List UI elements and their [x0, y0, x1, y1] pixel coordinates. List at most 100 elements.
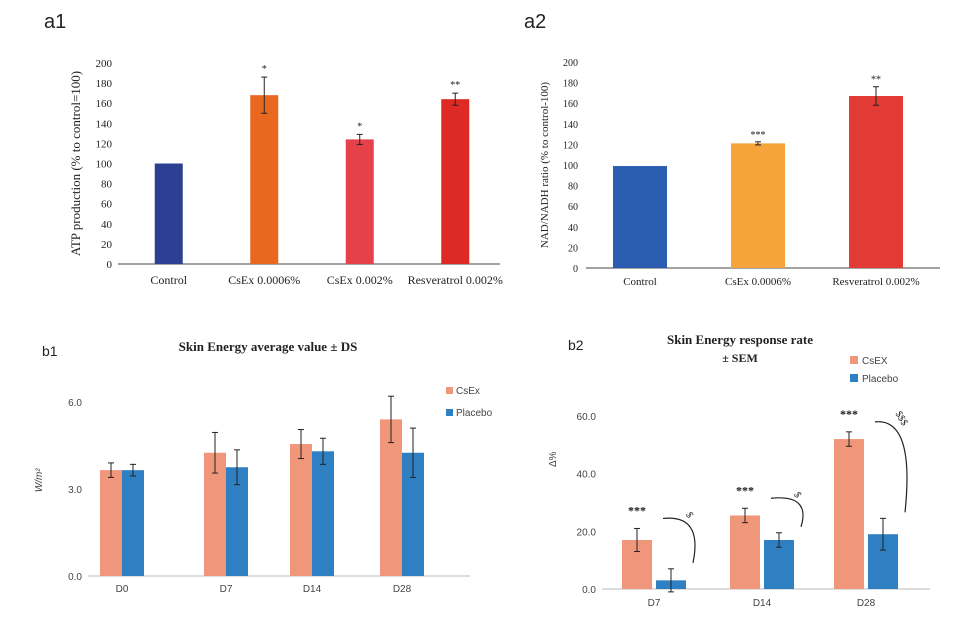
x-tick-label: CsEx 0.002%	[327, 273, 393, 287]
significance-bracket	[662, 517, 696, 563]
significance-label: ***	[840, 407, 858, 421]
x-tick-label: CsEx 0.0006%	[725, 276, 791, 288]
y-tick-label: 100	[563, 161, 578, 172]
bracket-label: $	[791, 490, 803, 500]
y-tick-label: 0	[107, 259, 113, 271]
y-tick-label: 80	[101, 179, 113, 191]
panel-label-a2: a2	[524, 11, 546, 33]
y-tick-label: 140	[563, 120, 578, 131]
y-tick-label: 180	[96, 78, 113, 90]
bar	[154, 163, 183, 264]
bar-placebo	[226, 467, 248, 576]
y-tick-label: 6.0	[68, 398, 82, 409]
y-tick-label: 60.0	[577, 412, 597, 423]
x-tick-label: D28	[393, 584, 412, 595]
bar-csex	[834, 439, 864, 589]
significance-label: ***	[751, 130, 766, 141]
chart-a2: 0 20 40 60 80 100 120 140 160 180 200 NAD/NADH rati…	[539, 58, 940, 288]
legend-swatch	[850, 374, 858, 382]
y-tick-label: 0.0	[582, 585, 596, 596]
x-tick-label: D7	[220, 584, 233, 595]
bar-csex	[380, 419, 402, 576]
panel-label-b1: b1	[42, 343, 58, 359]
y-tick-label: 100	[96, 159, 113, 171]
y-tick-label: 160	[563, 99, 578, 110]
legend-label: Placebo	[862, 374, 899, 385]
bar-csex	[290, 444, 312, 576]
x-tick-label: Resveratrol 0.002%	[832, 276, 919, 288]
chart-a1: 0 20 40 60 80 100 120 140 160 180 200 ATP productio…	[68, 58, 503, 287]
significance-label: ***	[628, 503, 646, 517]
bar-placebo	[764, 539, 794, 589]
legend-swatch	[446, 409, 453, 416]
significance-label: *	[262, 64, 267, 75]
chart-subtitle: ± SEM	[722, 351, 758, 365]
x-tick-label: D0	[116, 584, 129, 595]
y-tick-label: 140	[96, 118, 113, 130]
bar-csex	[730, 515, 760, 589]
y-tick-label: 60	[101, 199, 113, 211]
bar-placebo	[122, 470, 144, 576]
bar-csex	[204, 452, 226, 576]
panel-label-b2: b2	[568, 337, 584, 353]
x-tick-label: Resveratrol 0.002%	[408, 273, 503, 287]
y-tick-label: 40	[568, 223, 578, 234]
y-axis-label: NAD/NADH ratio (% to control-100)	[539, 82, 551, 249]
y-tick-label: 200	[563, 58, 578, 69]
x-tick-label: D14	[753, 598, 772, 609]
bar	[345, 139, 374, 264]
y-tick-label: 120	[96, 138, 113, 150]
bar-placebo	[402, 452, 424, 576]
y-tick-label: 0	[573, 264, 578, 275]
significance-label: *	[357, 121, 362, 132]
bar-placebo	[312, 451, 334, 576]
chart-b1: Skin Energy average value ± DS 0.0 3.0 6.0 W…	[34, 339, 493, 595]
y-tick-label: 0.0	[68, 572, 82, 583]
bar	[731, 143, 785, 268]
significance-label: **	[450, 80, 460, 91]
y-tick-label: 20	[568, 243, 578, 254]
y-tick-label: 40.0	[577, 470, 597, 481]
chart-b2: Skin Energy response rate ± SEM 0.0 20.0 40.…	[548, 332, 930, 609]
panel-label-a1: a1	[44, 11, 66, 33]
y-tick-label: 80	[568, 182, 578, 193]
y-tick-label: 3.0	[68, 485, 82, 496]
significance-bracket	[874, 421, 908, 513]
y-tick-label: 20.0	[577, 527, 597, 538]
x-tick-label: CsEx 0.0006%	[228, 273, 300, 287]
y-tick-label: 200	[96, 58, 113, 70]
x-tick-label: D28	[857, 598, 876, 609]
y-tick-label: 180	[563, 79, 578, 90]
y-tick-label: 160	[96, 98, 113, 110]
bracket-label: $$$	[893, 409, 910, 427]
x-tick-label: D14	[303, 584, 322, 595]
legend-label: CsEx	[456, 386, 480, 397]
bar	[250, 95, 279, 264]
bar-csex	[100, 470, 122, 576]
bar	[441, 99, 470, 265]
legend-swatch	[850, 356, 858, 364]
y-axis-label: ATP production (% to control=100)	[68, 71, 83, 256]
significance-bracket	[770, 497, 804, 527]
x-tick-label: Control	[150, 273, 187, 287]
legend-swatch	[446, 387, 453, 394]
chart-title: Skin Energy average value ± DS	[179, 339, 358, 354]
y-tick-label: 20	[101, 239, 113, 251]
y-axis-label: W/m²	[34, 468, 45, 493]
legend-label: CsEX	[862, 356, 888, 367]
y-tick-label: 40	[101, 219, 113, 231]
legend-label: Placebo	[456, 408, 493, 419]
bracket-label: $	[683, 510, 695, 520]
x-tick-label: Control	[623, 276, 657, 288]
bar	[613, 166, 667, 268]
chart-title: Skin Energy response rate	[667, 332, 813, 347]
y-tick-label: 120	[563, 140, 578, 151]
significance-label: **	[871, 75, 881, 86]
bar	[849, 95, 903, 269]
y-tick-label: 60	[568, 202, 578, 213]
x-tick-label: D7	[648, 598, 661, 609]
significance-label: ***	[736, 483, 754, 497]
y-axis-label: Δ%	[548, 451, 559, 467]
